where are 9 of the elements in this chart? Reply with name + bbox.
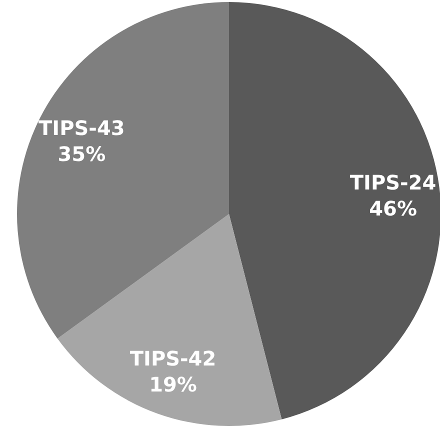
pie-slice bbox=[17, 2, 229, 339]
pie-slice bbox=[229, 2, 440, 420]
slice-label: TIPS-24 bbox=[350, 170, 436, 194]
slice-label: TIPS-42 bbox=[130, 346, 216, 371]
data-label: 46% bbox=[369, 196, 417, 220]
data-label: 35% bbox=[58, 142, 106, 166]
data-label: 19% bbox=[149, 372, 197, 397]
pie-slice bbox=[57, 214, 282, 426]
slice-label: TIPS-43 bbox=[38, 116, 125, 140]
